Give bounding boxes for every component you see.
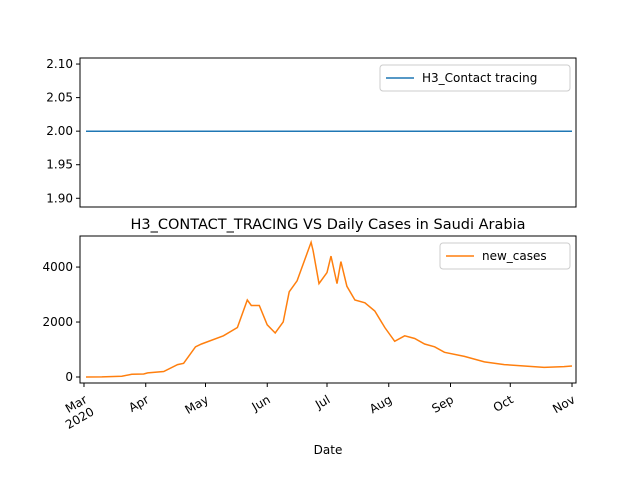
y-tick-label: 0 <box>65 370 73 384</box>
x-tick-label: Nov <box>550 392 577 416</box>
y-tick-label: 2000 <box>42 315 73 329</box>
x-tick-label: Jul <box>312 392 332 412</box>
axes-frame <box>79 57 577 208</box>
legend-box <box>439 242 571 270</box>
y-tick-label: 1.90 <box>46 191 73 205</box>
x-tick-label: Apr <box>126 392 151 415</box>
legend-label: H3_Contact tracing <box>422 71 537 85</box>
series-line <box>85 239 573 378</box>
legend-box <box>379 64 571 92</box>
x-tick-label: Sep <box>429 392 456 415</box>
x-axis-label: Date <box>314 443 343 457</box>
x-tick-label: Oct <box>491 392 516 415</box>
y-tick-label: 1.95 <box>46 158 73 172</box>
x-tick-label: May <box>183 392 211 417</box>
y-tick-label: 2.00 <box>46 124 73 138</box>
y-tick-label: 2.10 <box>46 57 73 71</box>
y-tick-label: 4000 <box>42 260 73 274</box>
legend-label: new_cases <box>482 249 547 263</box>
x-tick-label: Mar2020 <box>56 392 97 432</box>
chart-title: H3_CONTACT_TRACING VS Daily Cases in Sau… <box>130 217 525 233</box>
y-tick-label: 2.05 <box>46 91 73 105</box>
axes-frame <box>79 235 577 384</box>
x-tick-label: Jun <box>249 392 273 414</box>
x-tick-label: Aug <box>367 392 394 416</box>
